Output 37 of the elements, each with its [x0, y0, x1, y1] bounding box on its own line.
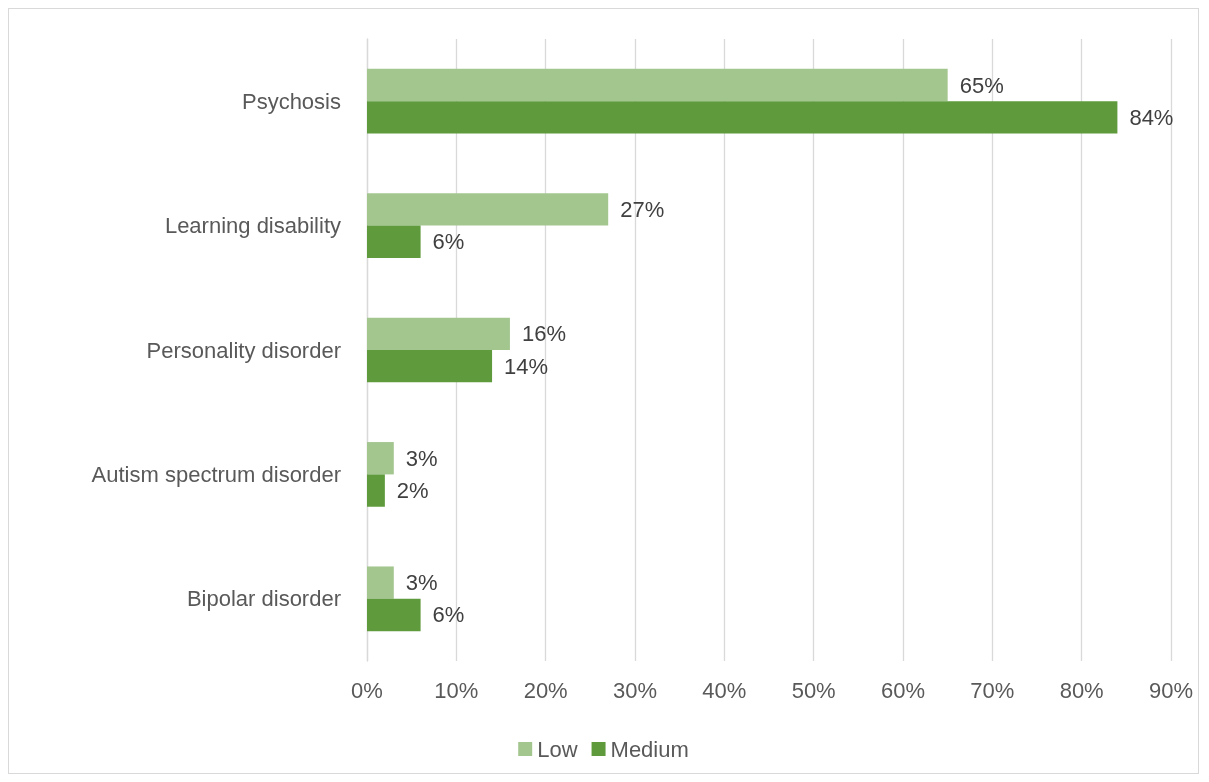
bar	[367, 350, 493, 383]
bar	[367, 193, 609, 226]
x-tick-label: 40%	[702, 677, 747, 703]
bar	[367, 225, 421, 258]
y-tick-label: Psychosis	[241, 88, 341, 114]
data-label: 2%	[396, 478, 429, 504]
x-tick-label: 0%	[351, 677, 383, 703]
bar	[367, 68, 948, 102]
x-tick-label: 70%	[970, 677, 1015, 703]
y-tick-label: Autism spectrum disorder	[91, 461, 341, 487]
x-tick-label: 30%	[612, 677, 658, 703]
y-tick-label: Bipolar disorder	[186, 586, 341, 612]
x-tick-label: 20%	[523, 677, 568, 703]
y-tick-label: Learning disability	[164, 213, 341, 239]
bar	[367, 101, 1118, 134]
data-label: 6%	[432, 602, 465, 628]
data-label: 14%	[504, 353, 549, 379]
bar	[367, 474, 385, 507]
data-label: 16%	[521, 321, 566, 347]
x-tick-label: 60%	[880, 677, 926, 703]
bar	[367, 442, 394, 475]
bar	[367, 566, 394, 599]
x-tick-label: 50%	[791, 677, 836, 703]
legend-label: Low	[537, 736, 578, 762]
x-tick-label: 10%	[434, 677, 479, 703]
bar	[367, 598, 421, 632]
data-label: 6%	[432, 229, 465, 255]
data-label: 65%	[959, 72, 1004, 98]
data-label: 3%	[405, 445, 438, 471]
x-tick-label: 90%	[1148, 677, 1194, 703]
legend-label: Medium	[610, 736, 689, 762]
y-tick-label: Personality disorder	[146, 337, 341, 363]
data-label: 84%	[1129, 104, 1174, 130]
bar	[367, 317, 510, 350]
x-tick-label: 80%	[1059, 677, 1104, 703]
data-label: 27%	[620, 196, 665, 222]
data-label: 3%	[405, 570, 438, 596]
